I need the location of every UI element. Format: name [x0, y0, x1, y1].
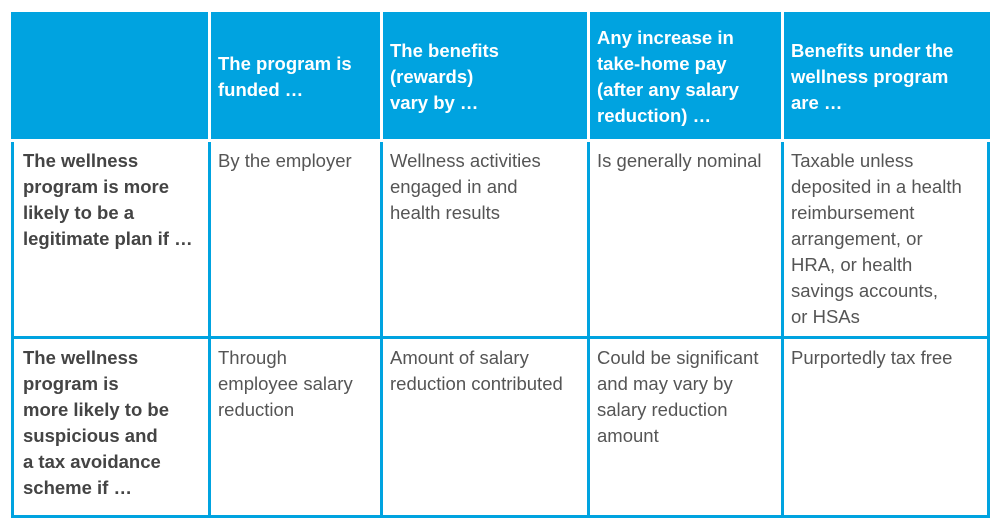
- row-header-label: The wellness program is more likely to b…: [23, 150, 193, 249]
- table-cell: Through employee salary reduction: [208, 336, 383, 518]
- table-header: The program is funded … The benefits (re…: [12, 13, 989, 142]
- table-cell: Is generally nominal: [587, 139, 784, 339]
- cell-text: Is generally nominal: [597, 150, 762, 171]
- row-header-label: The wellness program is more likely to b…: [23, 347, 169, 498]
- table-cell: Taxable unless deposited in a health rei…: [781, 139, 990, 339]
- column-header-benefits-tax: Benefits under the wellness program are …: [781, 13, 989, 142]
- table-cell: Wellness activities engaged in and healt…: [380, 139, 590, 339]
- table-cell: Amount of salary reduction contributed: [380, 336, 590, 518]
- header-corner-cell: [12, 13, 211, 142]
- cell-text: Amount of salary reduction contributed: [390, 347, 563, 394]
- cell-text: Wellness activities engaged in and healt…: [390, 150, 541, 223]
- header-row: The program is funded … The benefits (re…: [12, 13, 989, 142]
- comparison-table: The program is funded … The benefits (re…: [11, 12, 990, 518]
- cell-text: Taxable unless deposited in a health rei…: [791, 150, 962, 327]
- cell-text: By the employer: [218, 150, 352, 171]
- table-cell: By the employer: [208, 139, 383, 339]
- column-header-benefits-vary: The benefits (rewards) vary by …: [380, 13, 590, 142]
- row-header-suspicious: The wellness program is more likely to b…: [11, 336, 211, 518]
- row-header-legitimate: The wellness program is more likely to b…: [11, 139, 211, 339]
- cell-text: Through employee salary reduction: [218, 347, 353, 420]
- table-row-legitimate: The wellness program is more likely to b…: [11, 139, 990, 339]
- table-row-suspicious: The wellness program is more likely to b…: [11, 336, 990, 518]
- table-cell: Could be significant and may vary by sal…: [587, 336, 784, 518]
- column-header-label: Any increase in take-home pay (after any…: [597, 27, 739, 126]
- table-cell: Purportedly tax free: [781, 336, 990, 518]
- column-header-label: The benefits (rewards) vary by …: [390, 40, 499, 113]
- column-header-funding: The program is funded …: [208, 13, 383, 142]
- column-header-label: The program is funded …: [218, 53, 352, 100]
- column-header-take-home-pay: Any increase in take-home pay (after any…: [587, 13, 784, 142]
- column-header-label: Benefits under the wellness program are …: [791, 40, 954, 113]
- table-body: The wellness program is more likely to b…: [11, 139, 990, 518]
- cell-text: Could be significant and may vary by sal…: [597, 347, 759, 446]
- cell-text: Purportedly tax free: [791, 347, 953, 368]
